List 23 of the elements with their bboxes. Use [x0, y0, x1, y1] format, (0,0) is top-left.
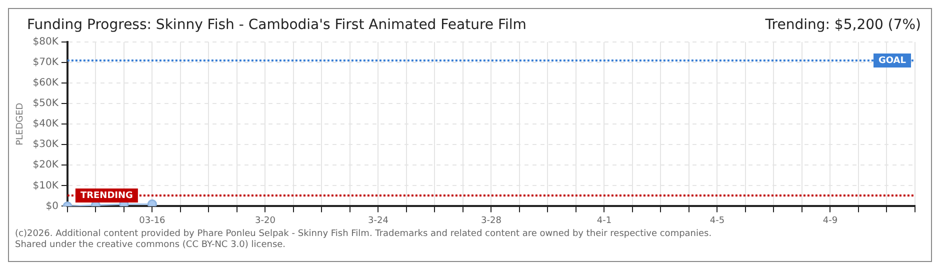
ref-line-label: GOAL [878, 56, 906, 66]
y-tick-label: $10K [32, 180, 59, 192]
ref-line-label: TRENDING [80, 190, 133, 201]
chart-subtitle: Trending: $5,200 (7%) [765, 17, 921, 33]
x-tick-label: 03-16 [139, 216, 166, 226]
y-tick-label: $30K [32, 139, 59, 150]
x-tick-label: 3-28 [481, 216, 502, 226]
y-tick-label: $50K [32, 98, 59, 110]
x-tick-label: 4-5 [710, 216, 725, 226]
text: Shared under the creative commons (CC BY-NC 3.0) license. [15, 240, 287, 251]
y-tick-label: $20K [32, 160, 59, 171]
x-tick-label: 3-24 [368, 216, 389, 226]
y-tick-label: $40K [32, 118, 59, 130]
y-tick-label: $60K [32, 78, 59, 89]
y-tick-label: $0 [46, 200, 58, 212]
y-axis-title: PLEDGED [16, 102, 26, 146]
x-tick-label: 3-20 [254, 216, 276, 226]
text: (c)2026. Additional content provided by Phare Ponleu Selpak - Skinny Fish Film. Trademarks and related content are owned by their respective companies. [15, 229, 713, 240]
y-tick-label: $80K [32, 36, 59, 48]
x-tick-label: 4-1 [596, 216, 612, 226]
y-tick-label: $70K [32, 57, 59, 68]
chart-title: Funding Progress: Skinny Fish - Cambodia's First Animated Feature Film [27, 17, 526, 33]
x-tick-label: 4-9 [822, 216, 838, 226]
